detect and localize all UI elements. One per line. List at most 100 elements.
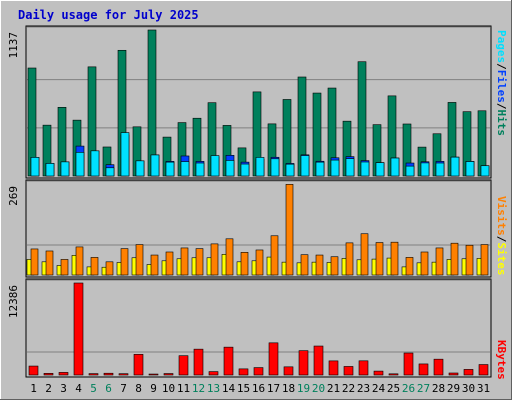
legend-kbytes: KBytes	[495, 340, 508, 380]
y-max-label-visits: 269	[7, 186, 20, 206]
bar-pages	[315, 161, 325, 177]
x-tick-label: 19	[297, 382, 310, 395]
bar-visits	[210, 243, 219, 276]
bar-pages	[240, 163, 250, 177]
bar-kbytes	[73, 282, 84, 376]
bar-pages	[180, 161, 190, 177]
x-tick-label: 14	[222, 382, 236, 395]
panel-border	[25, 179, 492, 278]
x-axis-labels: 1 2 3 4 5 6 7 8 9 10 11 12 13 14 15 16 17 18 19 20 21 22 23 24 2…	[30, 382, 490, 395]
x-tick-label: 18	[282, 382, 295, 395]
bar-visits	[240, 252, 249, 276]
bar-visits	[150, 254, 159, 276]
bar-pages	[150, 154, 160, 177]
bar-visits	[465, 244, 474, 276]
bar-visits	[180, 247, 189, 276]
x-tick-label: 26	[402, 382, 415, 395]
legend-visits-sites: Visits/Sites	[495, 196, 508, 276]
bar-kbytes	[208, 371, 219, 376]
bar-visits	[330, 256, 339, 276]
x-tick-label: 8	[135, 382, 142, 395]
bar-pages	[360, 161, 370, 177]
panel-kbytes: 12386	[7, 278, 492, 378]
x-tick-label: 29	[447, 382, 460, 395]
panel-border	[25, 25, 492, 179]
x-tick-label: 6	[105, 382, 112, 395]
bar-kbytes	[223, 346, 234, 376]
bar-kbytes	[238, 368, 249, 376]
x-tick-label: 12	[192, 382, 205, 395]
bar-kbytes	[343, 366, 354, 376]
bar-visits	[270, 235, 279, 276]
bar-pages	[195, 162, 205, 177]
x-tick-label: 10	[162, 382, 175, 395]
bar-visits	[45, 250, 54, 276]
x-tick-label: 1	[30, 382, 37, 395]
bar-visits	[165, 251, 174, 276]
bar-visits	[75, 246, 84, 276]
bar-pages	[135, 160, 145, 177]
bar-pages	[480, 165, 490, 177]
bar-pages	[285, 163, 295, 177]
bar-kbytes	[133, 354, 144, 376]
bar-visits	[225, 238, 234, 276]
bar-visits	[195, 248, 204, 276]
x-tick-label: 4	[75, 382, 82, 395]
x-tick-label: 25	[387, 382, 400, 395]
bar-kbytes	[148, 373, 159, 376]
x-tick-label: 16	[252, 382, 265, 395]
y-max-label-kbytes: 12386	[7, 285, 20, 318]
bar-pages	[450, 156, 460, 177]
bar-kbytes	[283, 366, 294, 376]
y-max-label-hits: 1137	[7, 32, 20, 59]
bar-pages	[345, 158, 355, 177]
bar-kbytes	[358, 360, 369, 376]
x-tick-label: 22	[342, 382, 355, 395]
bar-kbytes	[28, 365, 39, 376]
x-tick-label: 24	[372, 382, 386, 395]
x-tick-label: 27	[417, 382, 430, 395]
x-tick-label: 31	[477, 382, 490, 395]
bar-kbytes	[103, 372, 114, 376]
bar-kbytes	[298, 350, 309, 376]
x-tick-label: 21	[327, 382, 340, 395]
x-tick-label: 30	[462, 382, 475, 395]
bar-visits	[435, 247, 444, 276]
bar-visits	[90, 257, 99, 276]
bar-pages	[225, 160, 235, 177]
x-tick-label: 5	[90, 382, 97, 395]
bar-kbytes	[433, 358, 444, 376]
bar-kbytes	[313, 345, 324, 376]
bar-pages	[375, 162, 385, 177]
bar-visits	[285, 184, 294, 276]
bar-visits	[315, 254, 324, 276]
panel-border	[25, 278, 492, 378]
bar-visits	[120, 248, 129, 276]
chart-panels: 1137 269 12386	[7, 25, 492, 378]
x-tick-label: 17	[267, 382, 280, 395]
bar-pages	[105, 167, 115, 177]
bar-pages	[90, 150, 100, 177]
x-tick-label: 9	[150, 382, 157, 395]
bar-pages	[255, 157, 265, 177]
bar-pages	[120, 132, 130, 177]
bar-visits	[105, 261, 114, 276]
bar-pages	[30, 157, 40, 177]
chart-title: Daily usage for July 2025	[18, 8, 199, 22]
bar-visits	[480, 244, 489, 276]
bar-kbytes	[328, 360, 339, 376]
x-tick-label: 15	[237, 382, 250, 395]
bar-kbytes	[403, 352, 414, 376]
bar-visits	[420, 251, 429, 276]
x-tick-label: 7	[120, 382, 127, 395]
bar-pages	[75, 152, 85, 177]
legend-pages-files-hits: Pages/Files/Hits	[495, 30, 508, 136]
bar-visits	[390, 241, 399, 276]
x-tick-label: 3	[60, 382, 67, 395]
bar-kbytes	[388, 373, 399, 376]
x-tick-label: 2	[45, 382, 52, 395]
bar-visits	[345, 242, 354, 276]
bar-hits	[357, 61, 367, 177]
